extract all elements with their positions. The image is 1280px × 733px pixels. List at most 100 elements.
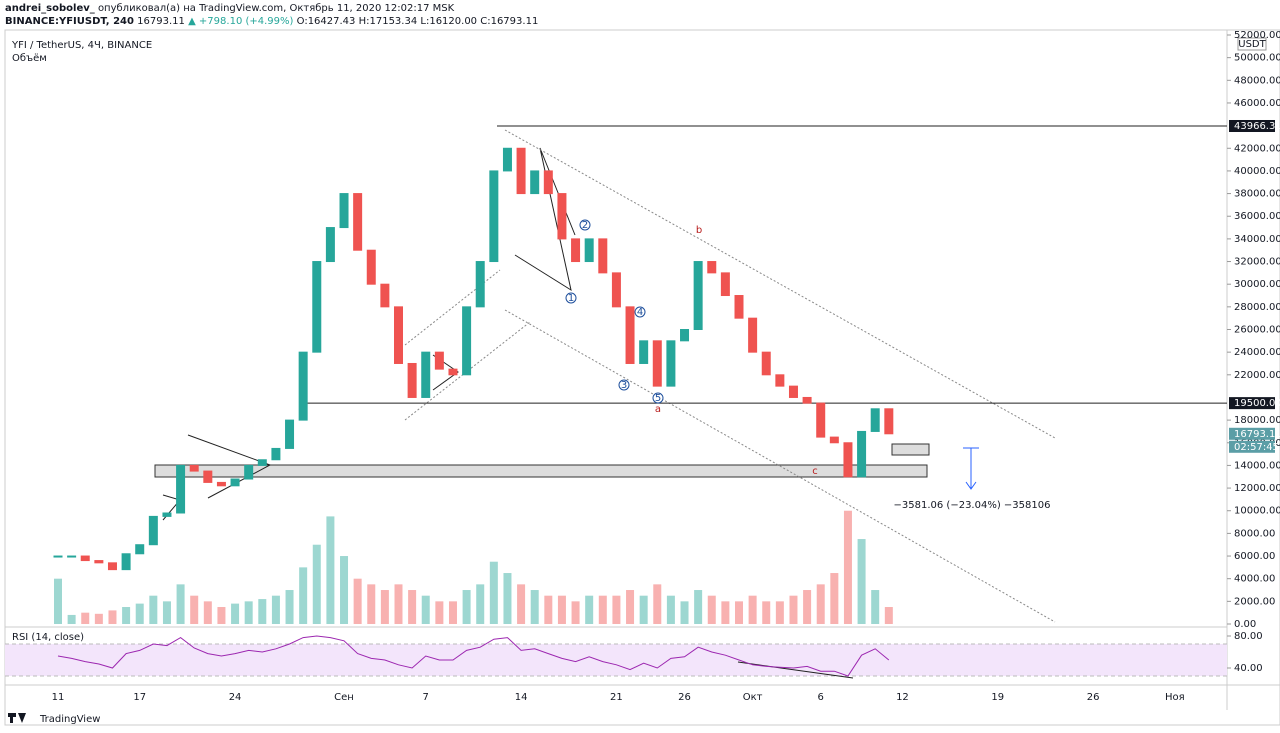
volume-bar	[217, 607, 226, 624]
target-zone	[891, 443, 930, 456]
candle	[203, 470, 213, 483]
volume-bar	[530, 590, 539, 624]
change: ▲ +798.10 (+4.99%)	[188, 16, 293, 27]
volume-bar	[626, 590, 635, 624]
candle	[775, 374, 785, 387]
price-label: 19500.00	[1234, 398, 1280, 409]
drawings: −3581.06 (−23.04%) −358106	[154, 129, 1056, 679]
candle	[734, 295, 744, 319]
x-tick-label: Ноя	[1165, 692, 1185, 703]
x-tick-label: 26	[1087, 692, 1100, 703]
volume-bar	[830, 573, 839, 624]
volume-bar	[476, 584, 485, 624]
low: L:16120.00	[420, 16, 477, 27]
x-tick-label: Окт	[743, 692, 763, 703]
brand[interactable]: TradingView	[39, 714, 100, 725]
wave-label: c	[812, 466, 818, 477]
candle	[516, 147, 526, 195]
header-line-2: BINANCE:YFIUSDT, 240 16793.11 ▲ +798.10 …	[5, 16, 538, 27]
rsi-tick-label: 40.00	[1234, 663, 1263, 674]
last: 16793.11	[137, 16, 185, 27]
volume-bar	[762, 601, 771, 624]
candle	[407, 362, 417, 398]
volume-bar	[653, 584, 662, 624]
volume-bar	[598, 595, 607, 624]
volume-bar	[462, 590, 471, 624]
volume-bar	[367, 584, 376, 624]
wave-label: b	[696, 225, 702, 236]
volume-bar	[721, 601, 730, 624]
volume-bar	[803, 590, 812, 624]
volume-bar	[816, 584, 825, 624]
wave-label: 2	[582, 220, 588, 231]
volume-bar	[122, 607, 131, 624]
candle	[121, 553, 131, 571]
y-tick-label: 46000.00	[1234, 98, 1280, 109]
wave-label: 4	[637, 307, 643, 318]
candle	[584, 238, 594, 263]
volume-bar	[666, 595, 675, 624]
volume-bar	[353, 578, 362, 624]
candle	[244, 464, 254, 480]
volume-bar	[871, 590, 880, 624]
candle	[489, 170, 499, 263]
wave-circle	[565, 292, 577, 304]
x-tick-label: 17	[133, 692, 146, 703]
volume-bar	[176, 584, 185, 624]
candle	[189, 464, 199, 472]
y-tick-label: 26000.00	[1234, 325, 1280, 336]
volume-bar	[884, 607, 893, 624]
x-tick-label: 26	[678, 692, 691, 703]
measure-label: −3581.06 (−23.04%) −358106	[894, 500, 1051, 511]
trend-line	[504, 129, 1056, 439]
y-tick-label: 40000.00	[1234, 166, 1280, 177]
support-zone	[154, 464, 928, 478]
candle	[843, 442, 853, 478]
rsi-tick-label: 80.00	[1234, 631, 1263, 642]
volume-bar	[299, 567, 308, 624]
candle	[162, 512, 172, 517]
x-tick-label: 6	[818, 692, 824, 703]
candle	[857, 430, 867, 478]
volume-bar	[585, 595, 594, 624]
author[interactable]: andrei_sobolev_	[5, 3, 95, 14]
candle	[639, 340, 649, 364]
countdown: 02:57:45	[1234, 442, 1279, 453]
x-tick-label: 14	[515, 692, 528, 703]
published: опубликовал(а) на TradingView.com, Октяб…	[98, 3, 455, 14]
header-line-1: andrei_sobolev_ опубликовал(а) на Tradin…	[5, 3, 455, 14]
candle	[135, 544, 145, 555]
candle	[571, 238, 581, 263]
y-tick-label: 36000.00	[1234, 211, 1280, 222]
candle	[148, 515, 158, 546]
candle	[285, 419, 295, 449]
chart-frame	[4, 29, 1280, 726]
candle	[462, 306, 472, 376]
candle	[707, 261, 717, 274]
y-tick-label: 22000.00	[1234, 370, 1280, 381]
wave-label: 3	[621, 380, 627, 391]
volume-bar	[612, 595, 621, 624]
volume-bar	[244, 601, 253, 624]
trend-line	[504, 309, 1056, 623]
candle	[680, 329, 690, 342]
wedge	[514, 147, 576, 292]
candle	[598, 238, 608, 274]
volume-bar	[789, 595, 798, 624]
volume-bar	[380, 590, 389, 624]
volume-bar	[694, 590, 703, 624]
y-tick-label: 52000.00	[1234, 30, 1280, 41]
candle	[298, 351, 308, 421]
candle	[693, 261, 703, 330]
candle	[448, 368, 458, 376]
candle	[216, 481, 226, 487]
x-tick-label: 24	[229, 692, 242, 703]
x-tick-label: Сен	[334, 692, 354, 703]
volume-bar	[326, 516, 335, 624]
volume-bar	[190, 595, 199, 624]
candle	[788, 385, 798, 398]
candle	[884, 408, 894, 435]
brand-logo	[8, 713, 26, 723]
volume-bar	[67, 614, 76, 624]
y-tick-label: 42000.00	[1234, 143, 1280, 154]
